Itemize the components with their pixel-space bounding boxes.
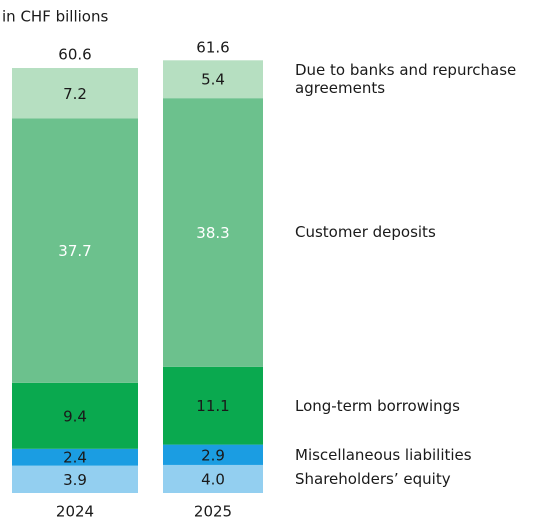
data-label: 2.9	[201, 446, 225, 464]
bar-segment	[12, 68, 138, 119]
data-label: 38.3	[196, 224, 229, 242]
total-label: 60.6	[58, 46, 91, 64]
data-label: 3.9	[63, 471, 87, 489]
legend-label: Miscellaneous liabilities	[295, 445, 472, 464]
bar-segment	[12, 465, 138, 493]
x-tick-label: 2025	[194, 503, 232, 521]
bar-segment	[163, 444, 263, 465]
bar-segment	[163, 464, 263, 493]
data-label: 9.4	[63, 407, 87, 425]
legend-label: Shareholders’ equity	[295, 469, 451, 488]
bar-segment	[163, 98, 263, 367]
data-label: 37.7	[58, 242, 91, 260]
total-label: 61.6	[196, 39, 229, 57]
data-label: 4.0	[201, 470, 225, 488]
bar-segment	[12, 382, 138, 449]
legend-label: Due to banks and repurchase agreements	[295, 61, 517, 98]
data-label: 7.2	[63, 85, 87, 103]
x-tick-label: 2024	[56, 503, 94, 521]
data-label: 2.4	[63, 449, 87, 467]
legend-label: Customer deposits	[295, 223, 436, 242]
bar-segment	[163, 60, 263, 99]
bar-segment	[163, 366, 263, 445]
data-label: 11.1	[196, 397, 229, 415]
data-label: 5.4	[201, 71, 225, 89]
legend-label: Long-term borrowings	[295, 396, 460, 415]
bar-segment	[12, 448, 138, 466]
chart-title: in CHF billions	[2, 8, 108, 26]
bar-segment	[12, 118, 138, 383]
